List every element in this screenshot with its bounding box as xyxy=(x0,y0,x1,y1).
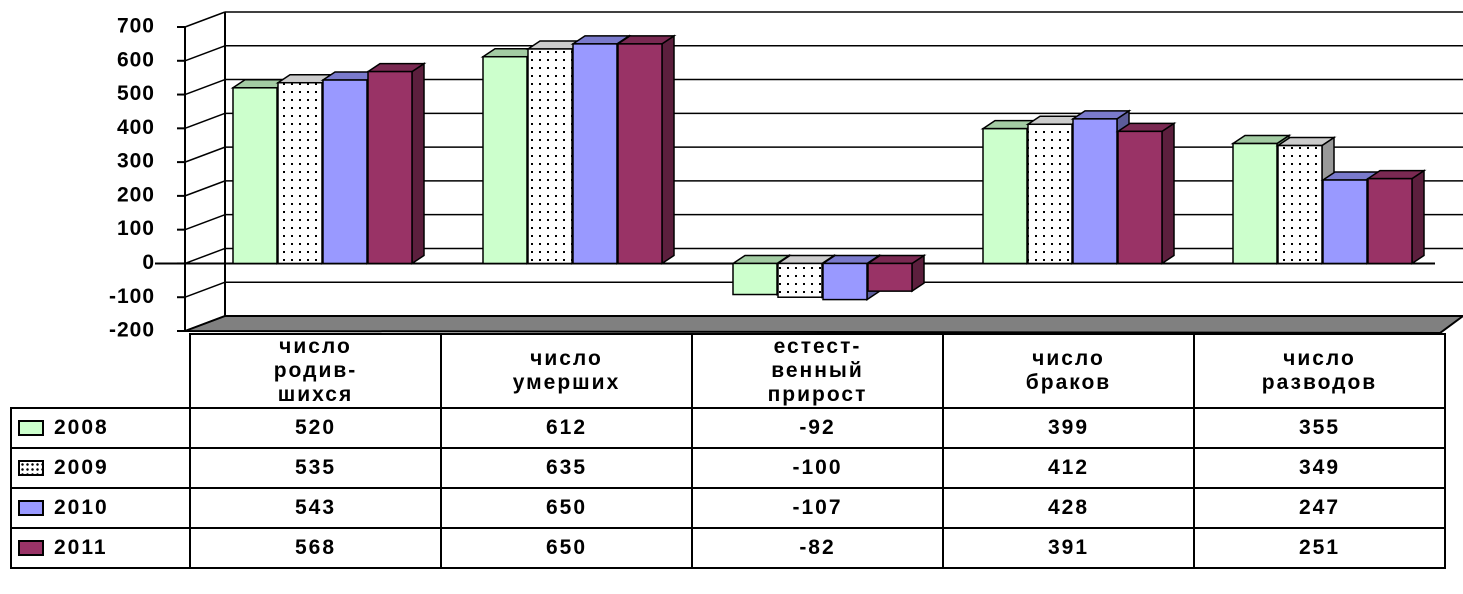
series-row: 2011 568 650 -82 391 251 xyxy=(10,527,1446,569)
category-label: число разводов xyxy=(1193,333,1446,409)
bar xyxy=(1117,130,1163,265)
value-cell: 635 xyxy=(440,447,693,489)
value-cell: 251 xyxy=(1193,527,1446,569)
bar xyxy=(1072,118,1118,265)
y-tick-label: 400 xyxy=(117,116,155,139)
series-row: 2010 543 650 -107 428 247 xyxy=(10,487,1446,529)
header-row: число родив- шихся число умерших естест- в… xyxy=(11,333,1446,409)
bar xyxy=(277,81,323,265)
bar xyxy=(617,43,663,265)
y-tick-label: 700 xyxy=(117,15,155,38)
y-tick-label: 0 xyxy=(142,251,155,274)
bar xyxy=(367,70,413,265)
legend-swatch xyxy=(18,420,44,437)
y-tick-label: -100 xyxy=(109,285,155,308)
data-table: число родив- шихся число умерших естест- в… xyxy=(10,333,1446,569)
y-tick-label: 200 xyxy=(117,183,155,206)
legend-swatch xyxy=(18,500,44,517)
legend-label: 2009 xyxy=(54,456,109,479)
bar xyxy=(322,79,368,265)
bar xyxy=(232,87,278,265)
value-cell: 349 xyxy=(1193,447,1446,489)
value-cell: 520 xyxy=(189,407,442,449)
legend-swatch xyxy=(18,540,44,557)
legend-label: 2008 xyxy=(54,416,109,439)
grid-line xyxy=(184,247,226,265)
bar-side xyxy=(1411,169,1425,265)
bar xyxy=(1367,177,1413,265)
grid-line xyxy=(184,281,226,298)
value-cell: -100 xyxy=(691,447,944,489)
legend-entry: 2011 xyxy=(10,527,191,569)
legend-label: 2011 xyxy=(54,536,108,559)
grid-line xyxy=(184,78,226,96)
series-row: 2008 520 612 -92 399 355 xyxy=(10,407,1446,449)
category-label: число умерших xyxy=(440,333,693,409)
legend-entry: 2008 xyxy=(10,407,191,449)
bar xyxy=(982,127,1028,265)
value-cell: 428 xyxy=(942,487,1195,529)
value-cell: -107 xyxy=(691,487,944,529)
value-cell: 412 xyxy=(942,447,1195,489)
grid-line xyxy=(184,146,226,163)
legend-entry: 2009 xyxy=(10,447,191,489)
bar xyxy=(867,262,913,292)
bar xyxy=(527,48,573,265)
value-cell: 650 xyxy=(440,527,693,569)
bar xyxy=(732,262,778,296)
y-tick-label: 300 xyxy=(117,150,155,173)
category-label: число родив- шихся xyxy=(189,333,442,409)
bar-side xyxy=(1161,121,1175,265)
value-cell: 543 xyxy=(189,487,442,529)
bar-side xyxy=(411,62,425,265)
value-cell: -82 xyxy=(691,527,944,569)
bar xyxy=(1322,179,1368,265)
legend-entry: 2010 xyxy=(10,487,191,529)
y-tick-label: 100 xyxy=(117,217,155,240)
legend-label: 2010 xyxy=(54,496,109,519)
bar xyxy=(1277,144,1323,265)
grid-line xyxy=(184,45,226,62)
category-label: естест- венный прирост xyxy=(691,333,944,409)
legend-swatch xyxy=(18,460,44,477)
grid-line xyxy=(184,315,226,332)
value-cell: 247 xyxy=(1193,487,1446,529)
corner xyxy=(11,334,190,409)
bar xyxy=(777,262,823,298)
bar xyxy=(822,262,868,301)
value-cell: 612 xyxy=(440,407,693,449)
value-cell: 650 xyxy=(440,487,693,529)
series-row: 2009 535 635 -100 412 349 xyxy=(10,447,1446,489)
grid-line xyxy=(184,11,226,28)
value-cell: 535 xyxy=(189,447,442,489)
y-tick-label: 600 xyxy=(117,48,155,71)
value-cell: 399 xyxy=(942,407,1195,449)
grid-line xyxy=(184,112,226,130)
bar-side xyxy=(661,34,675,265)
bar xyxy=(1027,123,1073,265)
value-cell: 568 xyxy=(189,527,442,569)
bar xyxy=(1232,142,1278,265)
grid-line xyxy=(184,180,226,197)
grid-line xyxy=(184,213,226,231)
value-cell: -92 xyxy=(691,407,944,449)
floor xyxy=(184,315,1463,335)
y-tick-label: 500 xyxy=(117,82,155,105)
value-cell: 391 xyxy=(942,527,1195,569)
bar xyxy=(572,43,618,265)
value-cell: 355 xyxy=(1193,407,1446,449)
category-label: число браков xyxy=(942,333,1195,409)
bar xyxy=(482,55,528,265)
